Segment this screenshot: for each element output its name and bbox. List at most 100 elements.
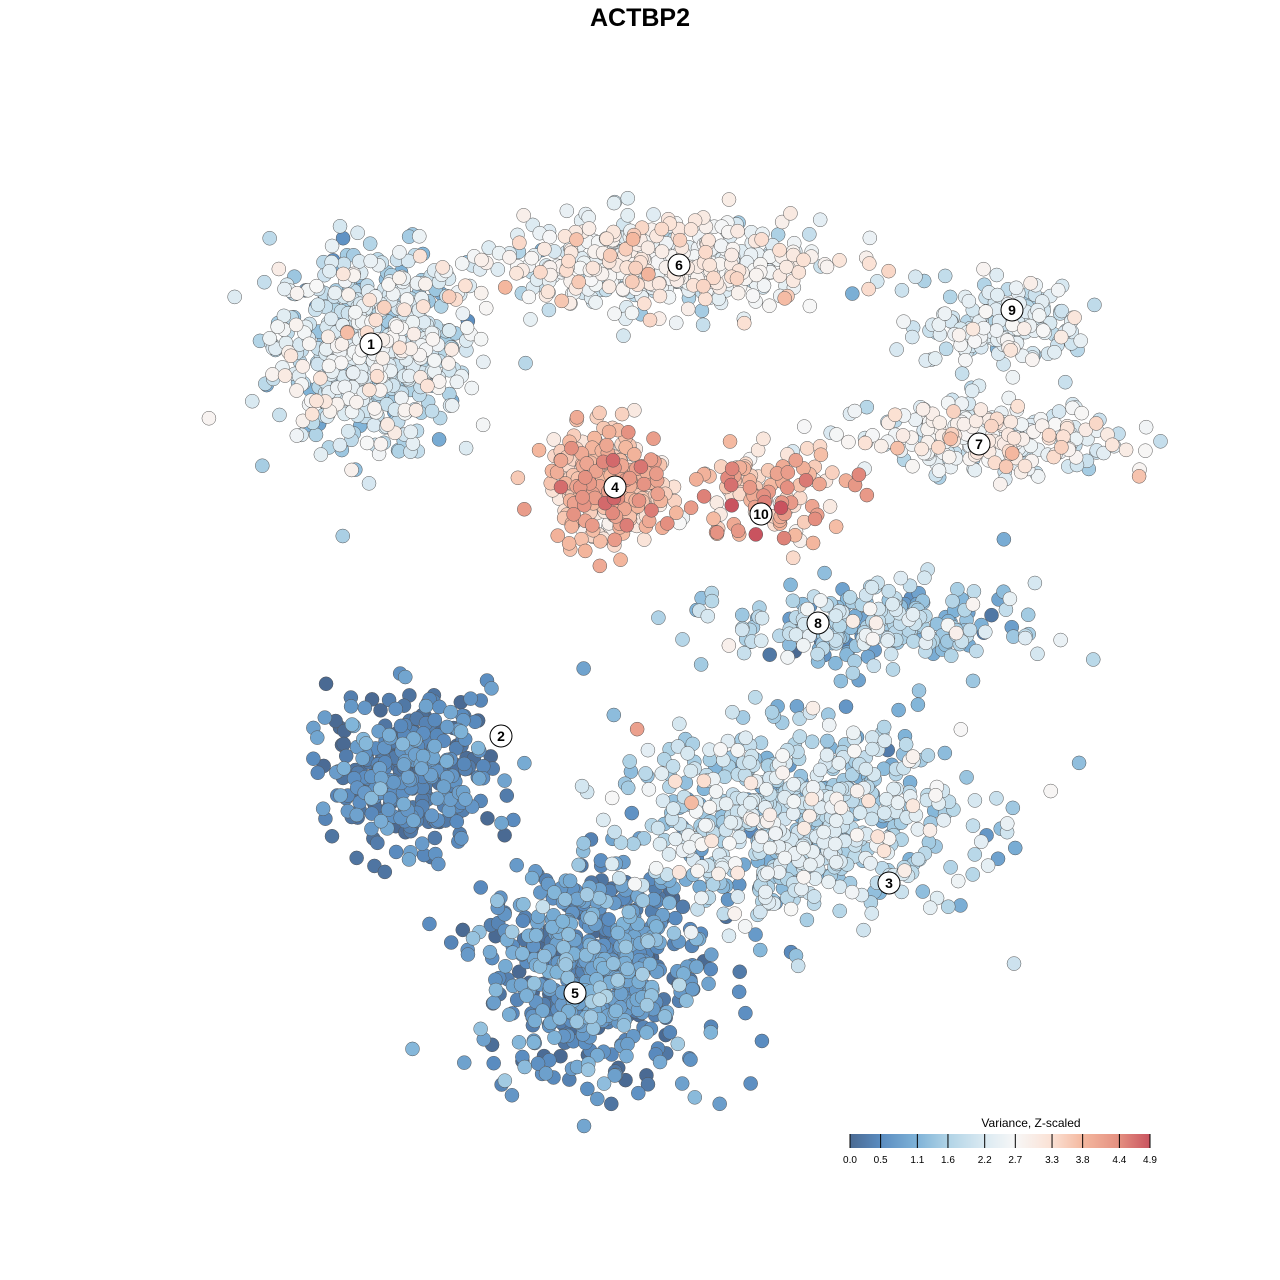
data-point — [973, 834, 989, 849]
data-point — [743, 775, 759, 791]
data-point — [783, 901, 799, 917]
data-point — [642, 312, 658, 328]
data-point — [592, 890, 607, 906]
data-point — [1058, 374, 1073, 390]
data-point — [993, 476, 1008, 492]
data-point — [672, 977, 687, 993]
data-point — [917, 570, 932, 586]
data-point — [880, 633, 895, 648]
data-point — [635, 967, 650, 982]
data-point — [802, 227, 817, 242]
data-point — [322, 263, 337, 279]
data-point — [640, 934, 656, 949]
data-point — [704, 593, 720, 609]
data-point — [537, 948, 552, 964]
data-point — [1088, 416, 1104, 431]
data-point — [729, 271, 745, 286]
data-point — [849, 827, 865, 843]
data-point — [796, 252, 811, 268]
data-point — [473, 880, 488, 895]
data-point — [702, 257, 717, 273]
data-point — [698, 818, 713, 833]
data-point — [841, 434, 856, 450]
data-point — [701, 976, 716, 992]
data-point — [535, 899, 551, 914]
data-point — [380, 417, 395, 432]
data-point — [395, 736, 410, 752]
cluster-label-text: 10 — [753, 506, 769, 522]
cluster-label-text: 1 — [367, 336, 375, 352]
data-point — [689, 472, 704, 487]
data-point — [965, 321, 981, 337]
data-point — [449, 814, 465, 829]
data-point — [804, 734, 820, 750]
data-point — [822, 499, 838, 514]
data-point — [578, 543, 593, 559]
data-point — [415, 748, 431, 764]
data-point — [786, 777, 801, 792]
data-point — [554, 293, 569, 309]
data-point — [289, 383, 304, 398]
data-point — [859, 487, 875, 503]
data-point — [343, 699, 359, 714]
data-point — [732, 964, 747, 980]
data-point — [588, 295, 603, 310]
data-point — [333, 788, 348, 803]
data-point — [315, 801, 331, 816]
data-point — [486, 995, 502, 1010]
data-point — [633, 459, 649, 475]
data-point — [1003, 414, 1018, 430]
data-point — [604, 790, 620, 806]
data-point — [424, 403, 440, 419]
data-point — [1010, 399, 1025, 414]
data-point — [580, 1062, 596, 1078]
data-point — [887, 407, 903, 423]
data-point — [640, 742, 656, 758]
data-point — [832, 903, 847, 919]
data-point — [441, 289, 457, 304]
data-point — [577, 470, 593, 485]
data-point — [283, 348, 299, 364]
data-point — [813, 593, 828, 608]
data-point — [730, 223, 745, 239]
data-point — [1023, 275, 1038, 291]
data-point — [730, 285, 746, 301]
cluster-label-text: 7 — [975, 436, 983, 452]
data-point — [1031, 308, 1047, 323]
data-point — [620, 190, 635, 206]
data-point — [870, 829, 885, 844]
data-point — [444, 398, 460, 413]
data-point — [526, 1035, 542, 1050]
data-point — [581, 221, 597, 236]
data-point — [628, 260, 643, 276]
data-point — [1086, 652, 1101, 667]
data-point — [511, 1035, 527, 1050]
data-point — [444, 342, 459, 357]
data-point — [946, 404, 961, 419]
data-point — [358, 736, 374, 751]
data-point — [518, 355, 533, 371]
data-point — [753, 633, 769, 649]
data-point — [1087, 297, 1102, 313]
data-point — [905, 458, 920, 474]
data-point — [864, 580, 880, 595]
data-point — [865, 741, 880, 757]
data-point — [580, 1081, 595, 1097]
data-point — [745, 288, 761, 303]
data-point — [608, 1003, 624, 1019]
data-point — [650, 486, 665, 502]
data-point — [332, 437, 348, 453]
data-point — [780, 465, 796, 480]
data-point — [620, 208, 635, 223]
data-point — [683, 925, 699, 940]
data-point — [310, 765, 326, 781]
data-point — [863, 856, 878, 871]
data-point — [596, 812, 611, 828]
data-point — [738, 730, 753, 746]
legend-colorbar — [850, 1134, 1150, 1148]
data-point — [610, 925, 626, 941]
data-point — [590, 1091, 605, 1107]
data-point — [359, 435, 375, 451]
data-point — [779, 259, 794, 275]
data-point — [915, 402, 931, 417]
